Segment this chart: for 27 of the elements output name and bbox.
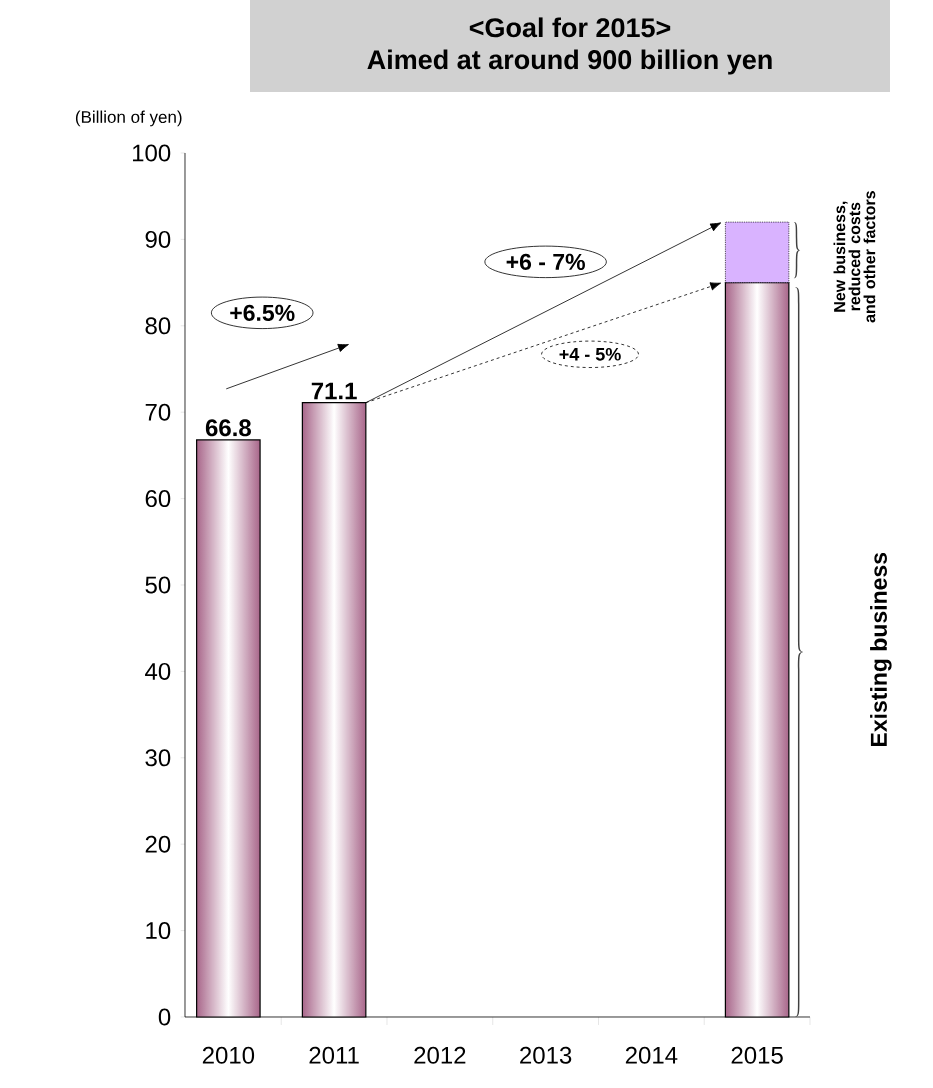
x-tick-label: 2011 — [309, 1046, 359, 1064]
y-tick-label: 70 — [145, 403, 171, 421]
y-tick-label: 0 — [158, 1008, 171, 1026]
annotation: +6 - 7% — [506, 253, 585, 270]
y-tick-label: 10 — [146, 922, 171, 940]
chart-title: <Goal for 2015> — [469, 17, 671, 38]
text: Existing business — [870, 552, 892, 747]
annotation: +4 - 5% — [559, 347, 621, 361]
y-tick-label: 90 — [145, 230, 171, 248]
annotation: +6.5% — [230, 304, 295, 321]
y-axis-title: (Billion of yen) — [75, 110, 182, 127]
y-tick-label: 20 — [145, 835, 171, 853]
x-tick-label: 2013 — [520, 1046, 572, 1064]
x-tick-label: 2010 — [202, 1046, 255, 1064]
data-label: 71.1 — [311, 382, 357, 400]
y-tick-label: 60 — [145, 490, 171, 508]
text: New business, reduced costs and other factors — [833, 191, 876, 323]
chart-subtitle: Aimed at around 900 billion yen — [367, 49, 772, 75]
y-tick-label: 30 — [145, 749, 171, 767]
y-tick-label: 100 — [132, 144, 171, 162]
x-tick-label: 2015 — [731, 1046, 783, 1064]
y-tick-label: 40 — [145, 662, 171, 680]
data-label: 66.8 — [205, 419, 251, 437]
x-tick-label: 2014 — [625, 1046, 678, 1064]
y-tick-label: 50 — [145, 576, 171, 594]
y-tick-label: 80 — [145, 317, 171, 335]
x-tick-label: 2012 — [414, 1046, 466, 1064]
